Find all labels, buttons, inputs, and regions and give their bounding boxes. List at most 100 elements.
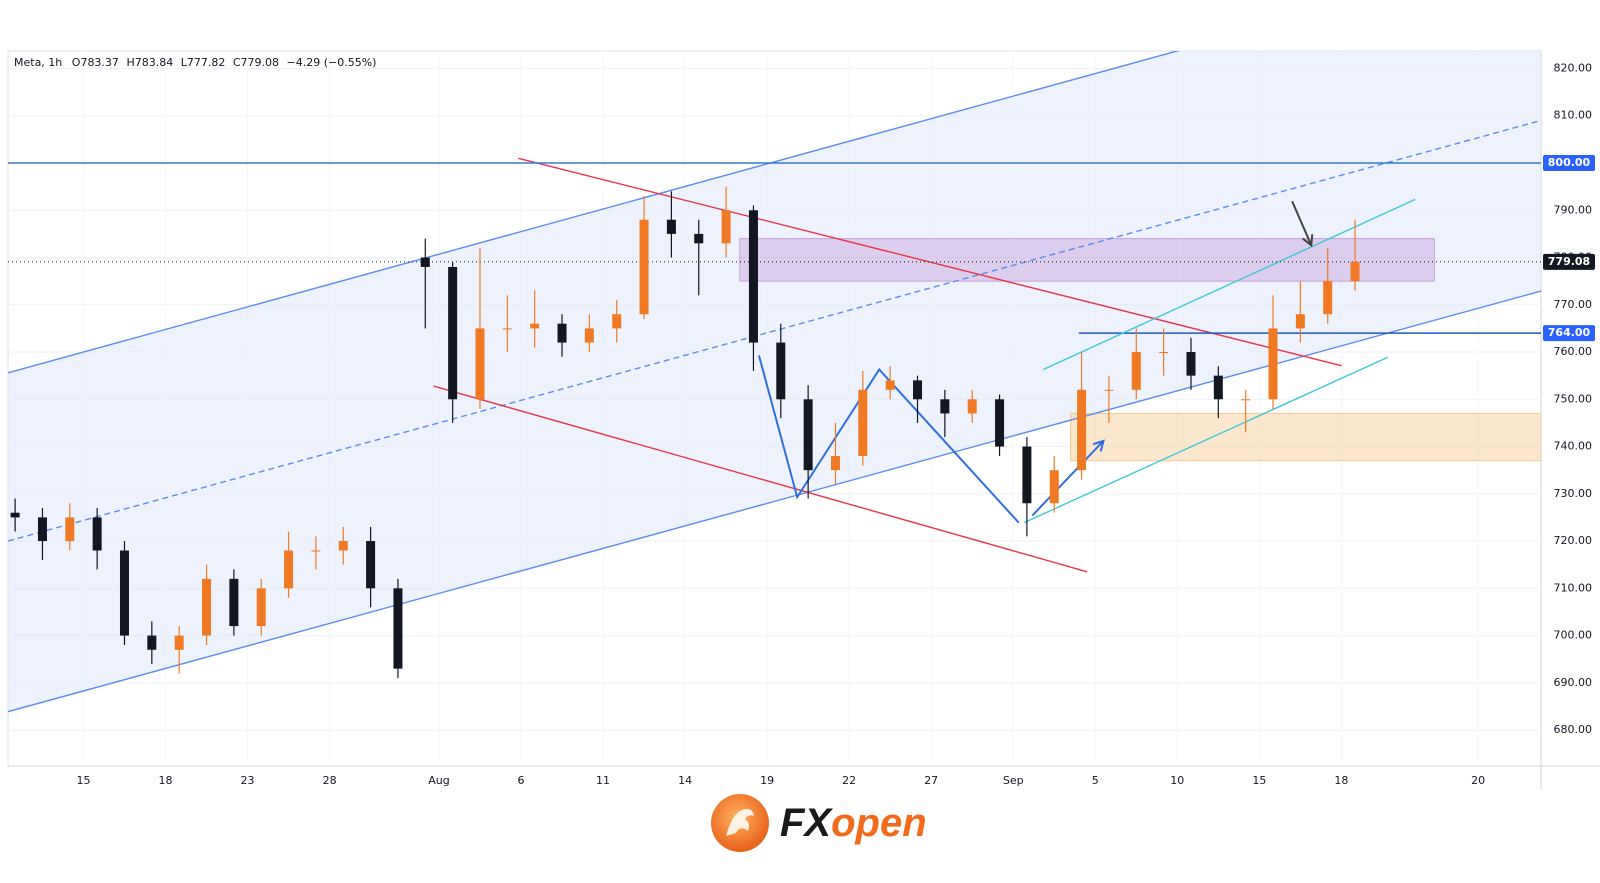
symbol: Meta, 1h bbox=[14, 56, 62, 69]
logo-icon-detail bbox=[726, 808, 754, 836]
candle-body bbox=[1295, 314, 1305, 329]
candle-body bbox=[256, 588, 266, 627]
high-label: H783.84 bbox=[126, 56, 173, 69]
y-tick-label: 790.00 bbox=[1554, 203, 1593, 216]
drawings bbox=[8, 51, 1541, 713]
candle-body bbox=[338, 541, 348, 551]
candle-body bbox=[639, 219, 649, 315]
trend-line bbox=[8, 290, 1541, 713]
x-tick-label: 20 bbox=[1471, 774, 1485, 787]
candle-body bbox=[557, 323, 567, 343]
candle-body bbox=[830, 455, 840, 471]
candle-body bbox=[1077, 389, 1087, 471]
candles bbox=[10, 186, 1360, 679]
x-tick-label: 18 bbox=[159, 774, 173, 787]
x-tick-label: 14 bbox=[678, 774, 692, 787]
arrow bbox=[1031, 439, 1105, 517]
candle-body bbox=[940, 399, 950, 414]
axes: 680.00 690.00 700.00 710.00 720.00 730.00 740.… bbox=[76, 61, 1595, 787]
candle-body bbox=[393, 588, 403, 669]
candle-body bbox=[1104, 389, 1114, 391]
logo-open: open bbox=[831, 801, 927, 845]
price-badge bbox=[1543, 253, 1595, 270]
candle-body bbox=[1268, 328, 1278, 400]
candle-body bbox=[995, 399, 1005, 447]
candle-body bbox=[666, 219, 676, 234]
x-tick-label: 10 bbox=[1170, 774, 1184, 787]
x-tick-label: 23 bbox=[241, 774, 255, 787]
candle-body bbox=[803, 399, 813, 471]
x-tick-label: 18 bbox=[1334, 774, 1348, 787]
candle-body bbox=[229, 578, 239, 627]
y-tick-label: 720.00 bbox=[1554, 534, 1593, 547]
price-badge-label: 779.08 bbox=[1548, 255, 1590, 268]
candle-body bbox=[37, 517, 47, 542]
arrow bbox=[1291, 200, 1314, 248]
candle-body bbox=[1131, 352, 1141, 390]
candle-body bbox=[475, 328, 485, 400]
candle-body bbox=[1159, 352, 1169, 354]
close-label: C779.08 bbox=[233, 56, 279, 69]
candle-body bbox=[502, 328, 512, 330]
price-badge bbox=[1543, 325, 1595, 342]
price-badge bbox=[1543, 154, 1595, 171]
candle-body bbox=[530, 323, 540, 329]
low-label: L777.82 bbox=[181, 56, 226, 69]
y-tick-label: 710.00 bbox=[1554, 581, 1593, 594]
x-tick-label: 6 bbox=[518, 774, 525, 787]
y-tick-label: 810.00 bbox=[1554, 109, 1593, 122]
candle-body bbox=[694, 233, 704, 244]
logo-fx: FX bbox=[780, 801, 833, 845]
y-tick-label: 730.00 bbox=[1554, 487, 1593, 500]
change-label: −4.29 (−0.55%) bbox=[287, 56, 377, 69]
trend-line bbox=[757, 355, 1020, 524]
candle-body bbox=[1350, 261, 1360, 282]
candle-body bbox=[311, 550, 321, 552]
channel-fill bbox=[8, 51, 1541, 712]
trend-line bbox=[8, 119, 1541, 542]
header: Meta, 1h O783.37 H783.84 L777.82 C779.08… bbox=[14, 56, 376, 69]
candle-body bbox=[448, 266, 458, 400]
candle-body bbox=[1213, 375, 1223, 400]
y-tick-label: 700.00 bbox=[1554, 629, 1593, 642]
x-tick-label: 15 bbox=[1252, 774, 1266, 787]
candle-body bbox=[748, 210, 758, 343]
trend-line bbox=[433, 385, 1088, 573]
y-tick-label: 770.00 bbox=[1554, 298, 1593, 311]
x-tick-label: 15 bbox=[76, 774, 90, 787]
candle-body bbox=[612, 314, 622, 329]
candle-body bbox=[119, 550, 129, 636]
candle-body bbox=[1049, 470, 1059, 504]
candle-body bbox=[776, 342, 786, 400]
y-tick-label: 690.00 bbox=[1554, 676, 1593, 689]
x-tick-label: 22 bbox=[842, 774, 856, 787]
x-tick-label: Sep bbox=[1003, 774, 1024, 787]
y-tick-label: 740.00 bbox=[1554, 440, 1593, 453]
trend-line bbox=[518, 157, 1342, 367]
y-tick-label: 820.00 bbox=[1554, 61, 1593, 74]
trend-line bbox=[8, 51, 1180, 374]
price-badge-label: 764.00 bbox=[1548, 326, 1591, 339]
candle-body bbox=[1323, 281, 1333, 315]
candle-body bbox=[366, 541, 376, 589]
logo-text: FXopen bbox=[780, 801, 927, 845]
x-tick-label: 27 bbox=[924, 774, 938, 787]
zone bbox=[1070, 412, 1541, 462]
x-tick-label: 28 bbox=[323, 774, 337, 787]
candle-body bbox=[202, 578, 212, 636]
x-tick-label: 11 bbox=[596, 774, 610, 787]
candle-body bbox=[885, 380, 895, 390]
candle-body bbox=[10, 512, 20, 518]
candle-body bbox=[913, 380, 923, 400]
candle-body bbox=[1022, 446, 1032, 504]
y-tick-label: 680.00 bbox=[1554, 723, 1593, 736]
trend-line bbox=[1043, 198, 1416, 371]
y-tick-label: 760.00 bbox=[1554, 345, 1593, 358]
candle-body bbox=[147, 635, 157, 650]
candle-body bbox=[967, 399, 977, 414]
candle-body bbox=[284, 550, 294, 589]
open-label: O783.37 bbox=[72, 56, 119, 69]
candle-body bbox=[721, 210, 731, 244]
